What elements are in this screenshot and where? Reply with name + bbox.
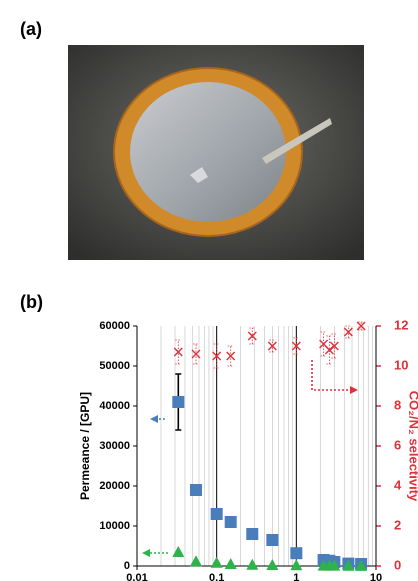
point bbox=[290, 547, 303, 560]
photo bbox=[68, 45, 364, 260]
x-tick-label: 1 bbox=[293, 572, 299, 581]
point bbox=[191, 349, 201, 359]
y2-tick-label: 6 bbox=[394, 437, 401, 452]
y-tick-label: 0 bbox=[124, 560, 130, 572]
x-tick-label: 10 bbox=[370, 572, 382, 581]
arrow bbox=[311, 360, 350, 391]
point bbox=[226, 351, 236, 361]
y2-tick-label: 4 bbox=[394, 477, 402, 492]
error-bar bbox=[293, 337, 300, 355]
point bbox=[247, 331, 257, 341]
plot: 0.01 0.1 1 10 0 10000 20000 30000 40000 50000 6000… bbox=[78, 317, 418, 581]
point bbox=[210, 556, 223, 568]
error-bar bbox=[326, 335, 333, 365]
arrow-head bbox=[350, 386, 358, 394]
y2-tick-label: 0 bbox=[394, 557, 401, 572]
point bbox=[291, 341, 301, 351]
arrow-head bbox=[142, 549, 150, 557]
reflection bbox=[190, 167, 208, 183]
y-tick-label: 40000 bbox=[99, 400, 130, 412]
point bbox=[173, 347, 183, 357]
point bbox=[189, 555, 202, 567]
point bbox=[328, 559, 341, 571]
y-axis-label: Permeance / [GPU] bbox=[78, 392, 92, 500]
point bbox=[224, 516, 237, 528]
y-tick-label: 10000 bbox=[99, 520, 130, 532]
point bbox=[343, 327, 353, 337]
error-bar bbox=[249, 327, 256, 345]
point bbox=[355, 559, 368, 571]
point bbox=[329, 341, 339, 351]
point bbox=[267, 341, 277, 351]
membrane bbox=[130, 82, 286, 222]
point bbox=[342, 559, 355, 571]
point bbox=[246, 528, 259, 540]
arrow-head bbox=[150, 415, 158, 423]
point bbox=[246, 558, 259, 570]
x-tick-label: 0.01 bbox=[126, 572, 147, 581]
y-tick-label: 60000 bbox=[99, 320, 130, 332]
point bbox=[189, 484, 202, 496]
panel-label: (b) bbox=[20, 292, 43, 312]
point bbox=[172, 546, 185, 557]
point bbox=[210, 508, 223, 520]
x-tick-label: 0.1 bbox=[209, 572, 224, 581]
point bbox=[290, 559, 303, 571]
y2-tick-label: 2 bbox=[394, 517, 401, 532]
point bbox=[356, 321, 366, 331]
y-tick-label: 30000 bbox=[99, 440, 130, 452]
point bbox=[224, 558, 237, 569]
point bbox=[266, 559, 279, 570]
annotation-arrows bbox=[142, 360, 358, 557]
y2-tick-label: 8 bbox=[394, 397, 401, 412]
panel-label: (a) bbox=[20, 19, 42, 39]
point bbox=[212, 351, 222, 361]
y2-tick-label: 10 bbox=[394, 357, 408, 372]
y-tick-label: 20000 bbox=[99, 480, 130, 492]
point bbox=[172, 396, 185, 408]
tweezers bbox=[262, 118, 332, 164]
y-tick-label: 50000 bbox=[99, 360, 130, 372]
y2-axis-label: CO₂/N₂ selectivity bbox=[407, 391, 418, 502]
y2-tick-label: 12 bbox=[394, 317, 408, 332]
point bbox=[266, 534, 279, 546]
